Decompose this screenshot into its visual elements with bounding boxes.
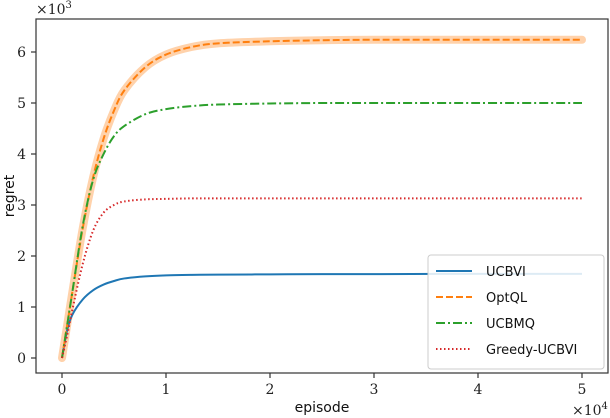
x-tick-label: 3 [370, 382, 379, 398]
y-tick-label: 2 [17, 249, 26, 265]
legend-item: UCBMQ [436, 317, 535, 332]
x-tick-label: 2 [266, 382, 275, 398]
x-tick-label: 4 [474, 382, 483, 398]
series-line-greedy-ucbvi [61, 197, 582, 359]
x-axis-label: episode [295, 400, 350, 416]
legend-label: UCBVI [486, 265, 526, 280]
series-line-ucbvi [61, 272, 583, 359]
plot-frame [35, 18, 609, 374]
x-tick-label: 5 [578, 382, 587, 398]
y-tick-label: 0 [17, 351, 26, 367]
y-tick-label: 6 [17, 45, 26, 61]
legend-item: Greedy-UCBVI [436, 343, 577, 358]
legend-box [427, 254, 605, 370]
x-axis-ticks: 0 1 2 3 4 5 [58, 373, 587, 398]
series-lines [61, 38, 583, 359]
legend-label: Greedy-UCBVI [486, 343, 577, 358]
y-tick-label: 4 [17, 147, 26, 163]
y-axis-label: regret [2, 174, 18, 217]
y-tick-label: 3 [17, 198, 26, 214]
y-axis-ticks: 0 1 2 3 4 5 6 [17, 45, 36, 367]
y-tick-label: 5 [17, 96, 26, 112]
series-line-optql [61, 38, 582, 359]
y-tick-label: 1 [17, 300, 26, 316]
x-tick-label: 1 [162, 382, 171, 398]
legend-label: UCBMQ [486, 317, 535, 332]
y-scale-multiplier: ×103 [36, 0, 72, 18]
legend-item: UCBVI [436, 265, 526, 280]
legend-item: OptQL [436, 291, 528, 306]
legend: UCBVI OptQL UCBMQ Greedy-UCBVI [427, 254, 605, 370]
series-line-ucbmq [61, 101, 582, 359]
legend-label: OptQL [486, 291, 528, 306]
x-tick-label: 0 [58, 382, 67, 398]
x-scale-multiplier: ×104 [572, 401, 608, 418]
